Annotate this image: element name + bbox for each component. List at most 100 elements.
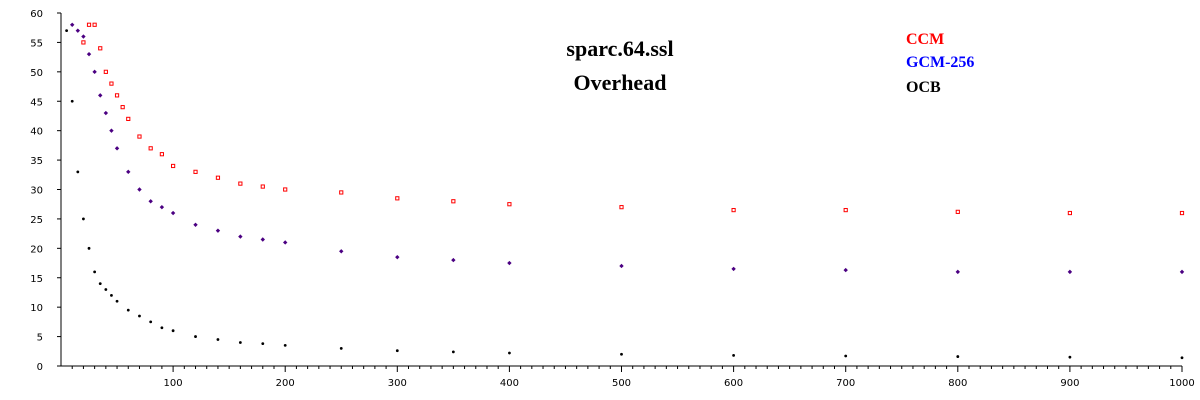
data-point: [92, 69, 97, 75]
data-point: [843, 267, 848, 273]
legend-ocb: OCB: [906, 79, 941, 96]
data-point: [159, 152, 164, 157]
series-ccm: [81, 22, 1185, 216]
y-tick-label: 50: [30, 68, 43, 79]
data-point: [109, 128, 114, 133]
data-point: [160, 326, 164, 330]
data-point: [844, 354, 848, 358]
data-point: [126, 169, 131, 175]
x-tick-label: 100: [164, 378, 183, 389]
data-point: [216, 338, 220, 341]
data-point: [238, 341, 242, 344]
data-point: [76, 170, 80, 174]
data-point: [126, 116, 131, 122]
y-tick-label: 20: [30, 244, 43, 255]
data-point: [109, 81, 114, 86]
y-tick-label: 30: [30, 186, 43, 197]
data-point: [98, 93, 103, 98]
data-point: [395, 254, 400, 260]
x-tick-label: 600: [724, 378, 743, 389]
data-point: [114, 146, 120, 151]
y-tick-label: 25: [30, 215, 43, 226]
data-point: [238, 234, 243, 239]
data-point: [283, 240, 288, 245]
data-point: [82, 217, 85, 221]
data-point: [170, 210, 176, 216]
data-point: [81, 34, 86, 39]
data-point: [283, 344, 287, 347]
x-tick-label: 900: [1060, 378, 1079, 389]
data-point: [86, 51, 92, 57]
data-point: [70, 99, 74, 103]
data-point: [148, 199, 153, 204]
data-point: [215, 175, 221, 180]
data-point: [148, 146, 153, 151]
data-point: [104, 288, 108, 291]
x-tick-label: 800: [948, 378, 967, 389]
data-point: [620, 352, 623, 356]
legend-ccm: CCM: [906, 31, 944, 48]
x-ticks: 100 200 300 400 500 600 700 800 900 1000: [71, 366, 1195, 389]
data-point: [283, 187, 288, 192]
data-point: [70, 22, 75, 27]
data-point: [75, 28, 81, 33]
y-tick-label: 40: [30, 127, 43, 138]
data-point: [732, 354, 735, 357]
data-point: [238, 181, 243, 186]
data-point: [110, 294, 113, 297]
data-point: [137, 134, 142, 139]
data-point: [120, 105, 125, 110]
data-point: [1179, 269, 1185, 275]
data-point: [955, 269, 960, 275]
data-point: [1067, 269, 1073, 275]
x-tick-label: 400: [500, 378, 519, 389]
data-point: [619, 205, 624, 210]
y-tick-label: 45: [30, 97, 43, 108]
data-point: [843, 207, 848, 213]
data-point: [507, 260, 512, 266]
data-point: [1180, 356, 1184, 360]
y-tick-label: 10: [30, 303, 43, 314]
data-point: [260, 184, 265, 189]
data-point: [159, 204, 165, 210]
data-point: [81, 40, 86, 45]
data-point: [98, 46, 103, 51]
x-tick-label: 300: [388, 378, 407, 389]
x-tick-label: 200: [276, 378, 295, 389]
data-point: [215, 228, 221, 233]
chart-title-line-1: sparc.64.ssl: [566, 36, 673, 61]
data-point: [93, 270, 97, 274]
data-point: [508, 351, 511, 355]
data-point: [138, 314, 141, 318]
y-tick-label: 5: [37, 333, 43, 344]
data-point: [619, 263, 624, 269]
data-point: [507, 202, 512, 207]
chart-title-line-2: Overhead: [574, 70, 667, 95]
data-point: [260, 237, 265, 242]
series-ocb: [65, 29, 1184, 360]
data-point: [194, 335, 197, 338]
data-point: [731, 266, 736, 272]
data-point: [171, 329, 175, 333]
data-point: [65, 29, 69, 33]
data-point: [98, 282, 102, 286]
data-point: [115, 299, 119, 303]
y-tick-label: 35: [30, 156, 43, 167]
data-point: [956, 355, 960, 358]
data-point: [103, 110, 109, 116]
data-point: [451, 350, 455, 354]
series-gcm-256: [70, 22, 1185, 275]
data-points: [65, 22, 1185, 360]
data-point: [451, 199, 456, 204]
y-tick-label: 55: [30, 38, 43, 49]
data-point: [126, 308, 130, 312]
data-point: [955, 209, 960, 214]
x-tick-label: 500: [612, 378, 631, 389]
y-tick-label: 15: [30, 274, 43, 285]
data-point: [137, 187, 142, 192]
data-point: [114, 93, 120, 98]
legend-gcm-256: GCM-256: [906, 54, 974, 71]
data-point: [149, 320, 153, 324]
data-point: [1068, 355, 1072, 359]
